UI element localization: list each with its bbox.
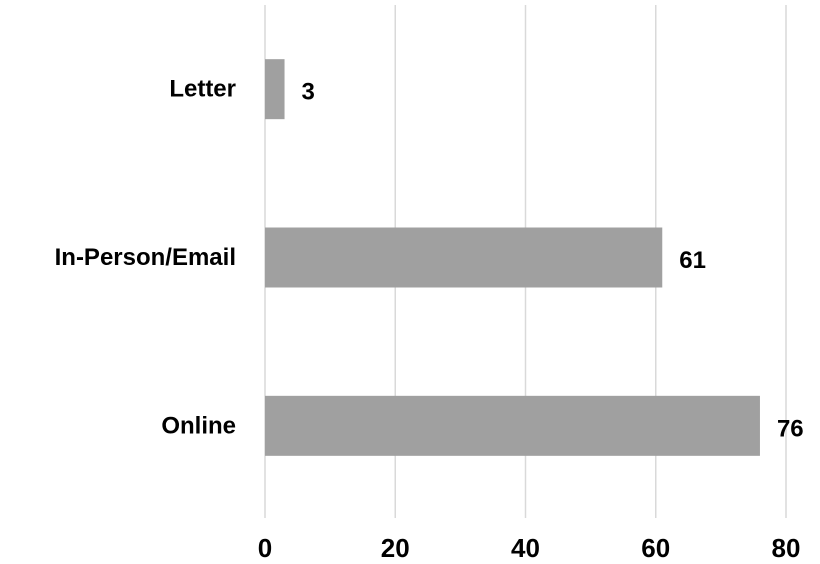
category-label-online: Online: [161, 412, 236, 439]
category-label-in-person-email: In-Person/Email: [55, 244, 236, 271]
category-label-letter: Letter: [169, 76, 236, 103]
bar-letter: [265, 59, 285, 120]
x-tick-label-80: 80: [772, 533, 801, 563]
x-tick-label-0: 0: [258, 533, 272, 563]
x-tick-label-20: 20: [381, 533, 410, 563]
bar-in-person-email: [265, 227, 663, 288]
bars: [265, 59, 760, 456]
x-tick-label-40: 40: [511, 533, 540, 563]
data-label-in-person-email: 61: [679, 247, 706, 274]
data-label-letter: 3: [302, 79, 315, 106]
data-label-online: 76: [777, 415, 804, 442]
x-tick-label-60: 60: [641, 533, 670, 563]
labels: 0 20 40 60 80 Letter 3 In-Person/Email 61 Online 7…: [55, 76, 804, 563]
bar-online: [265, 395, 760, 456]
